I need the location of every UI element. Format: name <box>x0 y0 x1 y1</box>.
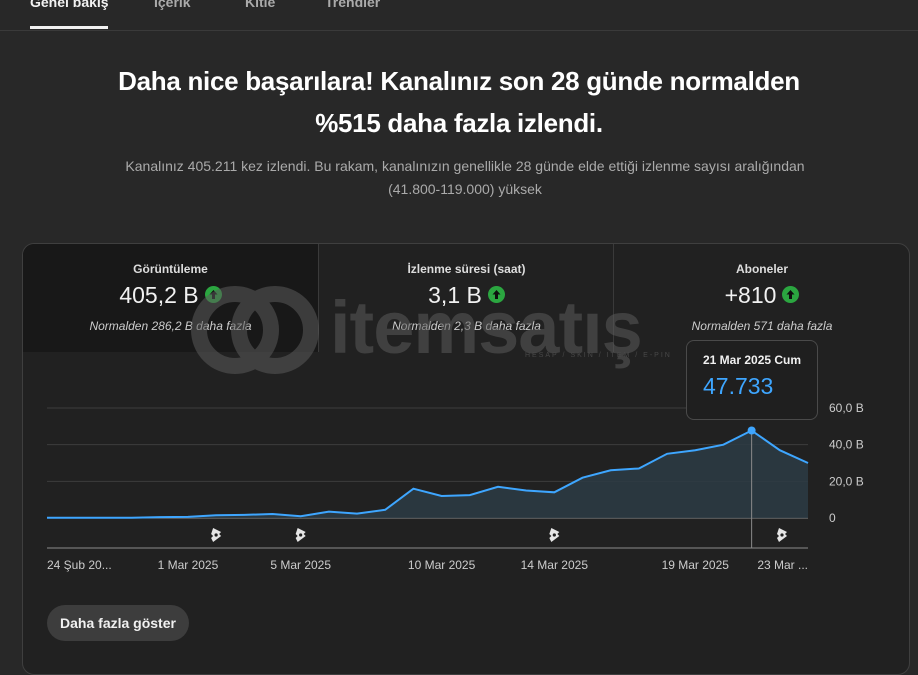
show-more-button[interactable]: Daha fazla göster <box>47 605 189 641</box>
active-tab-indicator <box>30 26 108 29</box>
metric-value-wrap: +810 <box>614 282 909 309</box>
metric-value: 3,1 B <box>428 282 482 308</box>
metric-value: +810 <box>724 282 777 308</box>
tab-content[interactable]: İçerik <box>154 0 191 10</box>
shorts-icon[interactable] <box>211 528 222 542</box>
arrow-up-icon <box>782 286 800 304</box>
tab-bar: Genel bakış İçerik Kitle Trendler <box>0 0 918 31</box>
metric-label: Aboneler <box>735 262 788 276</box>
tooltip-date: 21 Mar 2025 Cum <box>703 353 802 367</box>
shorts-icon-hole <box>552 533 556 537</box>
summary-text: Kanalınız 405.211 kez izlendi. Bu rakam,… <box>100 155 830 201</box>
x-tick-label: 24 Şub 20... <box>47 558 112 572</box>
shorts-icon-hole <box>214 533 218 537</box>
headline: Daha nice başarılara! Kanalınız son 28 g… <box>0 60 918 144</box>
y-tick-label: 20,0 B <box>829 474 864 488</box>
metric-watch-time[interactable]: İzlenme süresi (saat) 3,1 B Normalden 2,… <box>318 244 614 352</box>
views-chart: 0 20,0 B 40,0 B 60,0 B 24 Şub 20... 1 Mar 202… <box>47 401 864 572</box>
arrow-up-icon <box>487 286 505 304</box>
metric-label: İzlenme süresi (saat) <box>407 262 526 276</box>
metric-value-wrap: 3,1 B <box>319 282 614 309</box>
x-tick-label: 5 Mar 2025 <box>270 558 331 572</box>
metric-value: 405,2 B <box>119 282 199 308</box>
x-tick-label: 10 Mar 2025 <box>408 558 476 572</box>
tab-overview[interactable]: Genel bakış <box>30 0 109 10</box>
tab-trends[interactable]: Trendler <box>325 0 381 10</box>
x-tick-label: 19 Mar 2025 <box>662 558 730 572</box>
y-tick-label: 0 <box>829 511 836 525</box>
metric-subscribers[interactable]: Aboneler +810 Normalden 571 daha fazla <box>613 244 909 352</box>
chart-tooltip: 21 Mar 2025 Cum 47.733 <box>686 340 818 420</box>
tooltip-value: 47.733 <box>703 373 774 399</box>
shorts-icon[interactable] <box>295 528 306 542</box>
shorts-icon[interactable] <box>549 528 560 542</box>
summary-line-1: Kanalınız 405.211 kez izlendi. Bu rakam,… <box>125 158 805 174</box>
tab-audience[interactable]: Kitle <box>245 0 276 10</box>
summary-line-2: (41.800-119.000) yüksek <box>388 181 542 197</box>
shorts-icon-hole <box>780 533 784 537</box>
metric-label: Görüntüleme <box>133 262 208 276</box>
shorts-icon[interactable] <box>777 528 787 542</box>
x-tick-label: 14 Mar 2025 <box>521 558 589 572</box>
shorts-icon-hole <box>299 533 303 537</box>
metric-note: Normalden 2,3 B daha fazla <box>392 319 541 333</box>
y-tick-label: 60,0 B <box>829 401 864 415</box>
y-tick-label: 40,0 B <box>829 438 864 452</box>
headline-line-1: Daha nice başarılara! Kanalınız son 28 g… <box>118 66 800 96</box>
x-tick-label: 1 Mar 2025 <box>158 558 219 572</box>
series-line <box>47 429 809 519</box>
highlight-point <box>747 426 756 435</box>
area-fill <box>47 430 808 518</box>
metric-note: Normalden 571 daha fazla <box>691 319 833 333</box>
x-tick-label: 23 Mar ... <box>757 558 808 572</box>
headline-line-2: %515 daha fazla izlendi. <box>315 108 603 138</box>
